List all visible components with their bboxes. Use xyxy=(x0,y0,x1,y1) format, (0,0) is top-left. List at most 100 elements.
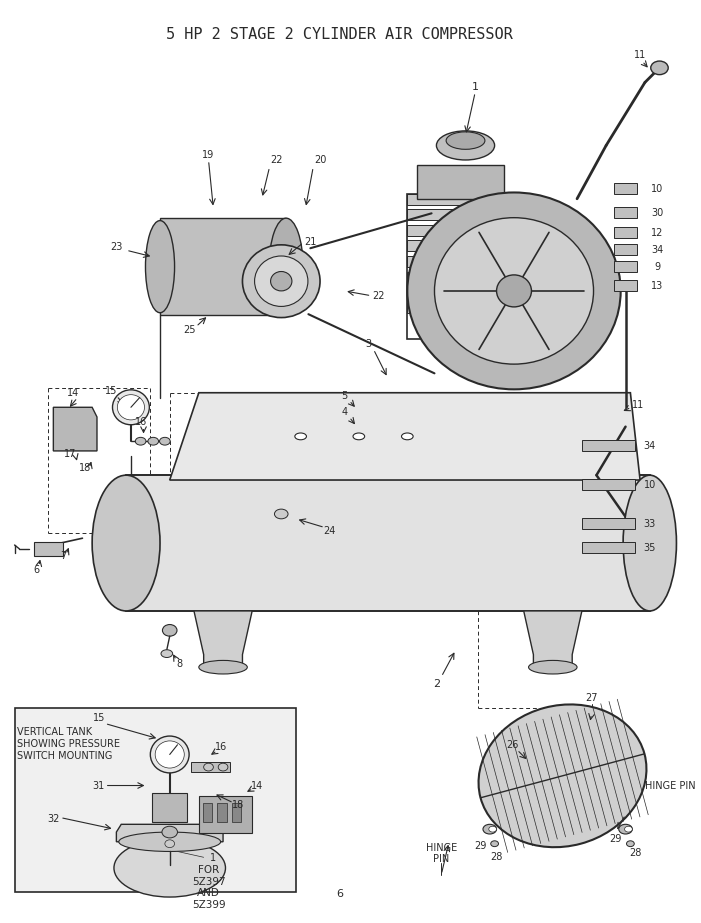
Text: 28: 28 xyxy=(629,848,641,858)
Bar xyxy=(407,287,514,298)
Text: FOR
5Z397
AND
5Z399: FOR 5Z397 AND 5Z399 xyxy=(191,865,225,910)
Ellipse shape xyxy=(275,509,288,519)
Ellipse shape xyxy=(135,438,146,445)
Text: 26: 26 xyxy=(506,739,518,749)
Text: 20: 20 xyxy=(314,155,326,165)
Text: 21: 21 xyxy=(304,237,317,247)
Polygon shape xyxy=(524,611,582,669)
Bar xyxy=(232,803,241,822)
Ellipse shape xyxy=(243,245,320,318)
Text: 5: 5 xyxy=(341,390,348,401)
Text: 18: 18 xyxy=(79,463,91,473)
Bar xyxy=(407,225,514,235)
Ellipse shape xyxy=(269,218,303,315)
Text: 14: 14 xyxy=(251,781,263,790)
Bar xyxy=(217,803,227,822)
Bar xyxy=(15,708,296,893)
Bar xyxy=(614,227,637,237)
Text: 33: 33 xyxy=(644,519,656,529)
Bar xyxy=(407,194,514,340)
Ellipse shape xyxy=(160,438,170,445)
Bar xyxy=(199,797,252,833)
Text: 15: 15 xyxy=(105,386,118,396)
Ellipse shape xyxy=(254,256,308,306)
Ellipse shape xyxy=(92,475,160,611)
Bar xyxy=(126,475,650,611)
Text: 24: 24 xyxy=(324,526,336,536)
Ellipse shape xyxy=(479,704,646,847)
Bar xyxy=(191,762,230,772)
Text: 8: 8 xyxy=(177,659,182,669)
Polygon shape xyxy=(170,393,640,480)
Ellipse shape xyxy=(204,763,213,771)
Bar xyxy=(34,542,63,556)
Text: 12: 12 xyxy=(651,228,664,238)
Text: 11: 11 xyxy=(634,50,646,60)
Text: HINGE PIN: HINGE PIN xyxy=(645,781,695,790)
Text: 2: 2 xyxy=(433,678,440,689)
Text: 19: 19 xyxy=(203,150,215,160)
Text: 30: 30 xyxy=(651,209,664,219)
Ellipse shape xyxy=(627,841,634,846)
Text: VERTICAL TANK
SHOWING PRESSURE
SWITCH MOUNTING: VERTICAL TANK SHOWING PRESSURE SWITCH MO… xyxy=(18,727,121,761)
Bar xyxy=(152,793,187,822)
Ellipse shape xyxy=(163,625,177,636)
Bar xyxy=(203,803,212,822)
Text: 25: 25 xyxy=(183,325,196,335)
Text: 18: 18 xyxy=(231,800,244,809)
Text: 14: 14 xyxy=(67,388,79,398)
Bar xyxy=(407,210,514,220)
Bar xyxy=(160,218,286,315)
Ellipse shape xyxy=(117,395,144,420)
Text: 5 HP 2 STAGE 2 CYLINDER AIR COMPRESSOR: 5 HP 2 STAGE 2 CYLINDER AIR COMPRESSOR xyxy=(166,27,513,42)
Ellipse shape xyxy=(295,433,306,439)
Ellipse shape xyxy=(623,475,676,611)
Ellipse shape xyxy=(496,275,531,307)
Bar xyxy=(407,256,514,267)
Ellipse shape xyxy=(155,741,184,768)
Text: 32: 32 xyxy=(47,814,60,824)
Text: 9: 9 xyxy=(655,261,660,271)
Polygon shape xyxy=(194,611,252,669)
Bar xyxy=(407,241,514,251)
Ellipse shape xyxy=(118,832,221,851)
Ellipse shape xyxy=(489,826,496,832)
Bar xyxy=(582,440,635,451)
Ellipse shape xyxy=(435,218,594,365)
Text: 6: 6 xyxy=(336,889,343,899)
Ellipse shape xyxy=(165,840,175,847)
Text: 22: 22 xyxy=(270,155,283,165)
Ellipse shape xyxy=(529,661,577,674)
Text: 27: 27 xyxy=(585,693,598,703)
Ellipse shape xyxy=(437,131,495,160)
Ellipse shape xyxy=(162,826,177,838)
Bar xyxy=(407,271,514,282)
Bar xyxy=(614,281,637,291)
Text: 34: 34 xyxy=(651,246,664,255)
Ellipse shape xyxy=(112,390,149,425)
Bar xyxy=(417,165,504,198)
Text: 10: 10 xyxy=(644,480,656,490)
Bar xyxy=(614,261,637,271)
Text: 23: 23 xyxy=(110,242,123,252)
Ellipse shape xyxy=(402,433,413,439)
Ellipse shape xyxy=(625,826,632,832)
Bar xyxy=(614,184,637,194)
Ellipse shape xyxy=(146,221,175,313)
Text: 1: 1 xyxy=(472,82,479,92)
Ellipse shape xyxy=(651,61,668,75)
Ellipse shape xyxy=(150,736,189,773)
Text: 11: 11 xyxy=(632,401,644,411)
Bar xyxy=(407,194,514,205)
Text: 3: 3 xyxy=(365,340,372,349)
Ellipse shape xyxy=(619,824,632,834)
Ellipse shape xyxy=(124,480,137,490)
Ellipse shape xyxy=(353,433,365,439)
Text: 22: 22 xyxy=(372,291,384,301)
Text: 10: 10 xyxy=(651,184,664,194)
Ellipse shape xyxy=(483,824,496,834)
Text: 1: 1 xyxy=(210,853,217,863)
Text: 15: 15 xyxy=(93,713,105,723)
Ellipse shape xyxy=(271,271,292,291)
Polygon shape xyxy=(53,407,97,451)
